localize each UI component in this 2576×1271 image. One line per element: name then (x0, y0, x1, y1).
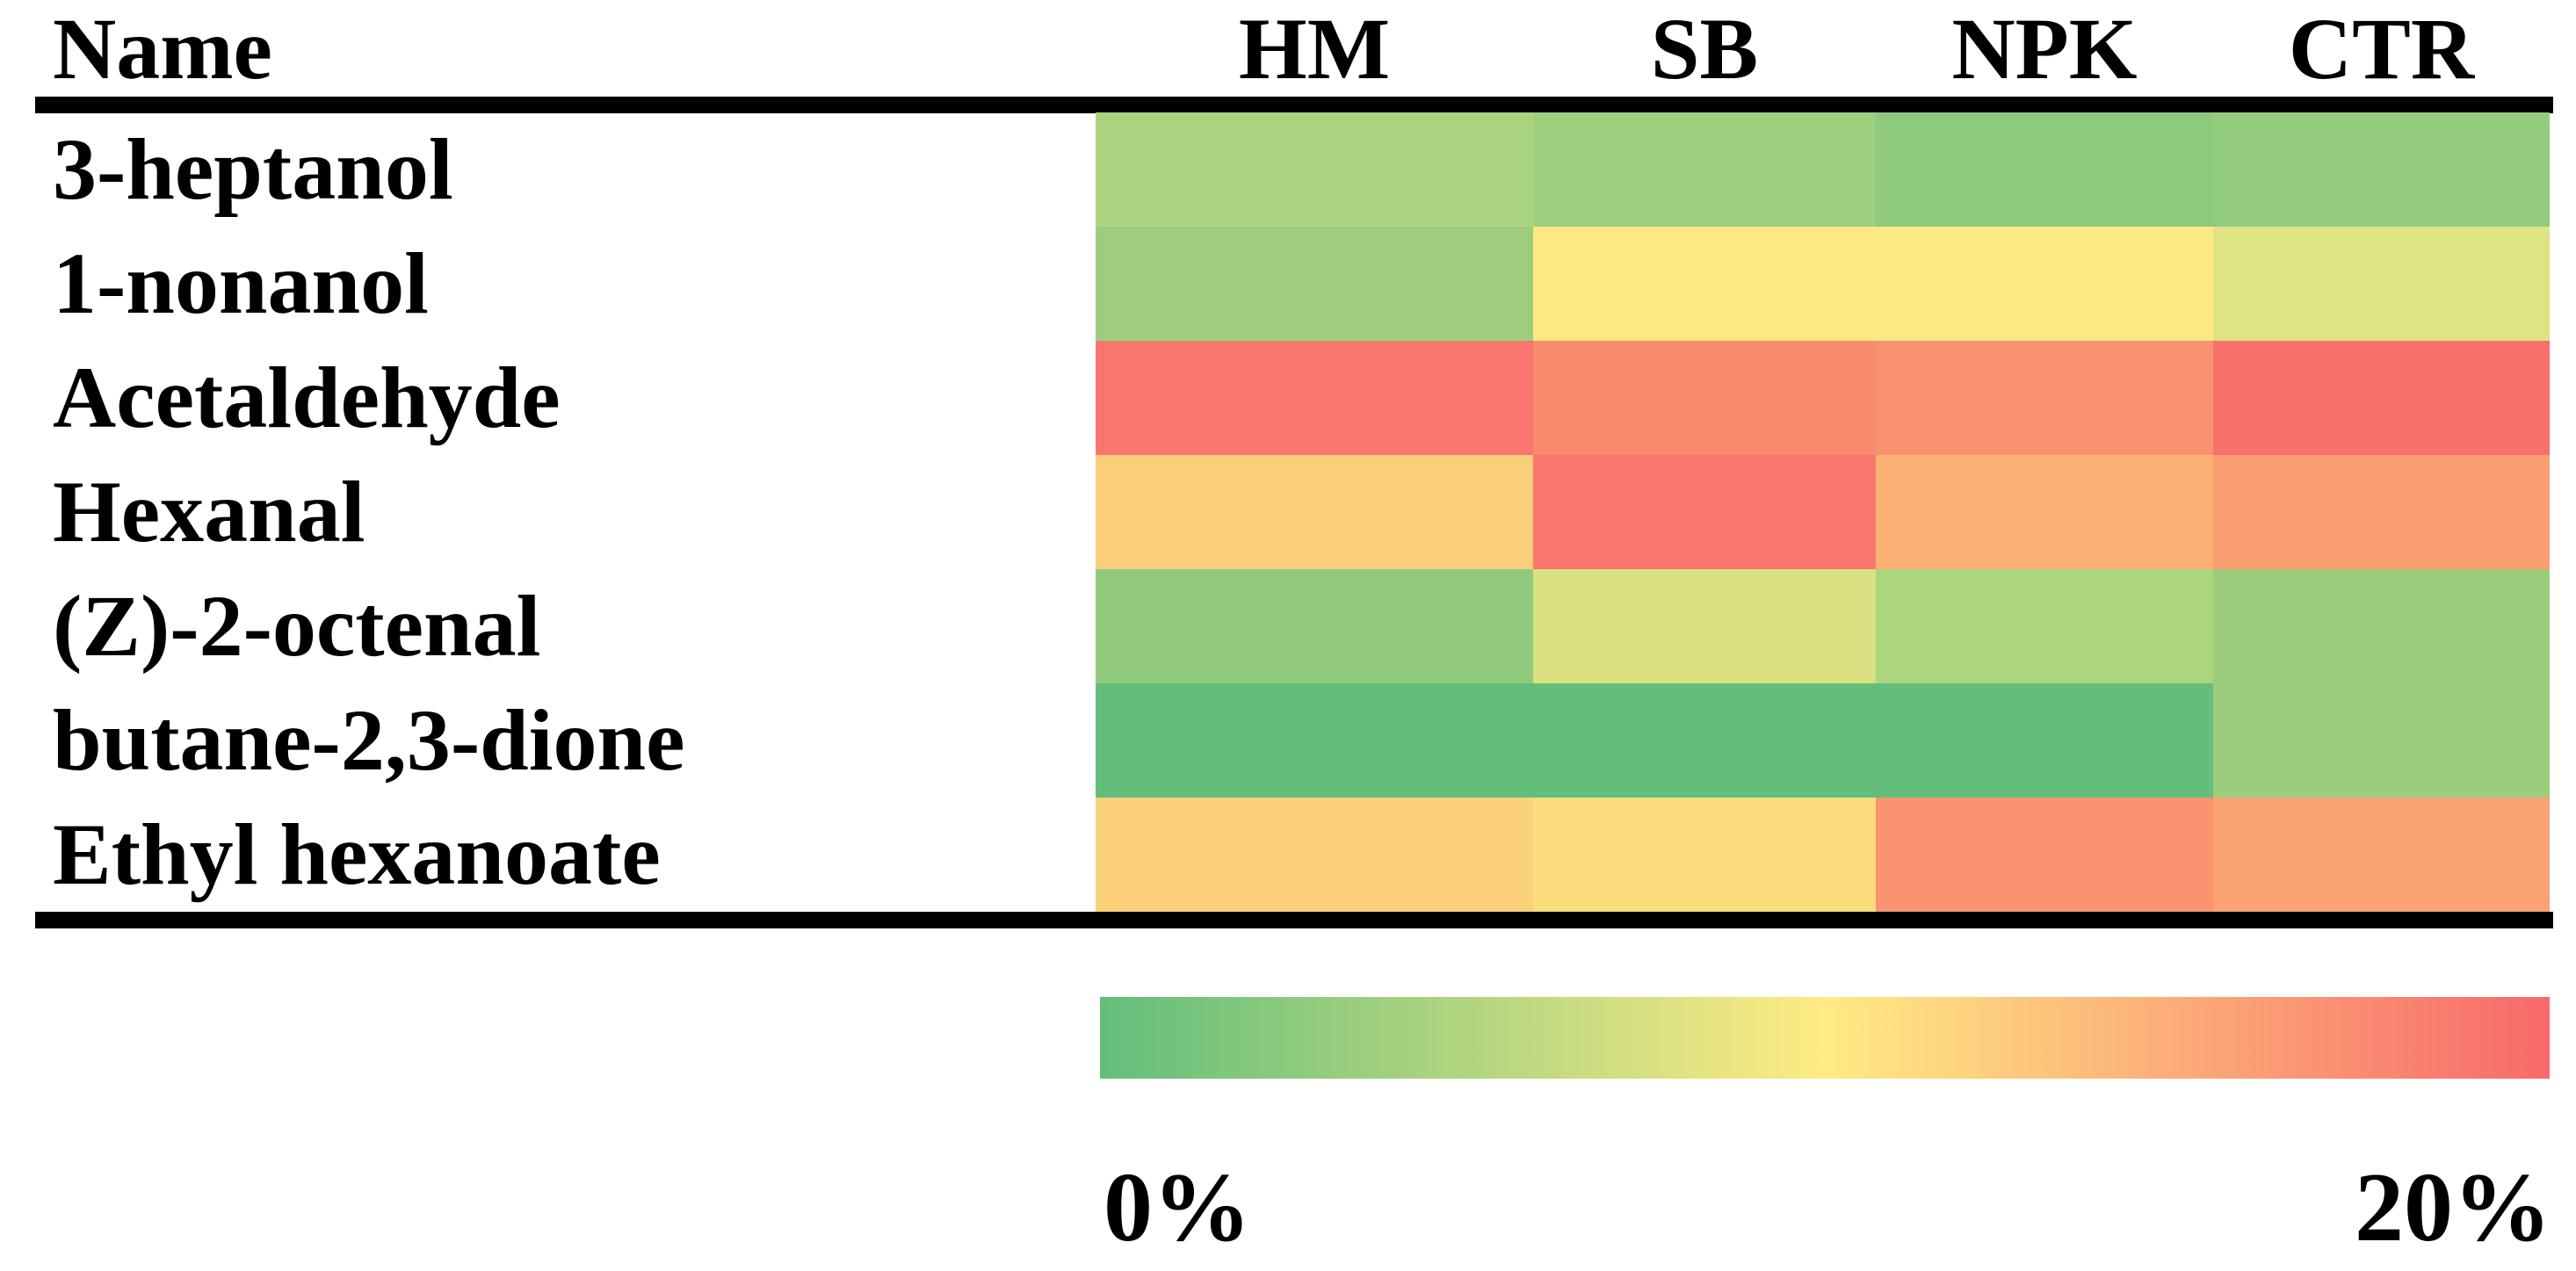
heatmap-cell-7-sb (1533, 798, 1876, 912)
heatmap-cell-6-ctr (2213, 683, 2550, 798)
heatmap-cell-2-npk (1876, 227, 2213, 341)
column-header-ctr: CTR (2288, 0, 2475, 97)
heatmap-cell-5-hm (1096, 569, 1533, 683)
heatmap-cell-1-ctr (2213, 112, 2550, 227)
heatmap-cell-2-ctr (2213, 227, 2550, 341)
heatmap-cell-7-ctr (2213, 798, 2550, 912)
heatmap-cell-4-sb (1533, 455, 1876, 569)
column-header-hm: HM (1238, 0, 1391, 97)
heatmap-cell-3-sb (1533, 341, 1876, 455)
heatmap-cell-5-npk (1876, 569, 2213, 683)
row-label-6: butane-2,3-dione (53, 691, 685, 789)
heatmap-cell-7-npk (1876, 798, 2213, 912)
row-label-1: 3-heptanol (53, 120, 453, 218)
heatmap-cell-5-ctr (2213, 569, 2550, 683)
column-header-sb: SB (1650, 0, 1759, 97)
heatmap-cell-2-hm (1096, 227, 1533, 341)
row-label-7: Ethyl hexanoate (53, 805, 661, 903)
heatmap-cell-5-sb (1533, 569, 1876, 683)
heatmap-cell-4-hm (1096, 455, 1533, 569)
heatmap-cell-6-hm (1096, 683, 1533, 798)
heatmap-cell-1-hm (1096, 112, 1533, 227)
heatmap-cell-4-ctr (2213, 455, 2550, 569)
row-label-5: (Z)-2-octenal (53, 577, 541, 675)
legend-max-label: 20% (2355, 1153, 2551, 1262)
heatmap-cell-3-ctr (2213, 341, 2550, 455)
row-label-3: Acetaldehyde (53, 349, 561, 446)
legend-gradient-bar (1100, 997, 2550, 1079)
row-label-2: 1-nonanol (53, 235, 429, 332)
column-header-npk: NPK (1951, 0, 2138, 97)
heatmap-cell-1-npk (1876, 112, 2213, 227)
heatmap-cell-6-npk (1876, 683, 2213, 798)
table-bottom-rule (35, 912, 2553, 928)
table-top-rule (35, 97, 2553, 113)
heatmap-cell-2-sb (1533, 227, 1876, 341)
heatmap-cell-1-sb (1533, 112, 1876, 227)
column-header-name: Name (53, 0, 272, 97)
heatmap-cell-3-hm (1096, 341, 1533, 455)
heatmap-cell-4-npk (1876, 455, 2213, 569)
heatmap-cell-6-sb (1533, 683, 1876, 798)
heatmap-cell-3-npk (1876, 341, 2213, 455)
row-label-4: Hexanal (53, 463, 365, 560)
heatmap-cell-7-hm (1096, 798, 1533, 912)
legend-min-label: 0% (1103, 1153, 1251, 1262)
